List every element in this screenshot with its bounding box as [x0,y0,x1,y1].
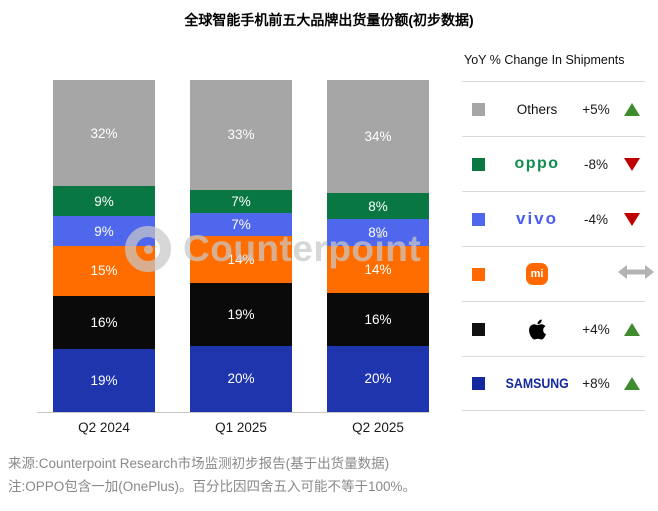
vivo-logo: vivo [515,209,559,228]
vivo-change: -4% [583,211,608,227]
samsung-change: +8% [582,376,610,391]
category-label: Q2 2024 [78,420,130,435]
legend-row-oppo: oppo -8% [462,136,645,191]
rounding-note: 注:OPPO包含一加(OnePlus)。百分比因四舍五入可能不等于100%。 [8,479,417,494]
segment-oppo: 8% [327,192,429,220]
others-label: Others [516,101,558,117]
vivo-swatch [472,212,485,226]
segment-value-label: 8% [368,198,388,214]
xiaomi-logo-icon: mi [526,263,548,285]
chart-area: 32% 9% 9% 15% 16% 19% 33% 7% 7% 14% 19% 20% 34% 8% 8% 1… [37,80,429,435]
samsung-logo: SAMSUNG [505,375,569,392]
segment-value-label: 15% [90,263,118,279]
segment-vivo: 7% [190,212,292,237]
oppo-logo: oppo [514,155,560,172]
oppo-direction-icon [623,157,640,171]
category-label: Q1 2025 [215,420,267,435]
segment-apple: 19% [190,282,292,346]
segment-vivo: 9% [53,216,155,247]
segment-value-label: 7% [231,216,251,232]
segment-value-label: 33% [227,127,255,143]
oppo-change: -8% [583,156,608,172]
segment-value-label: 20% [227,371,255,387]
legend-header: YoY % Change In Shipments [464,53,625,67]
apple-direction-icon [623,322,640,336]
segment-others: 34% [327,80,429,193]
segment-xiaomi: 15% [53,246,155,296]
segment-oppo: 7% [190,189,292,213]
segment-value-label: 32% [90,125,118,141]
segment-value-label: 19% [90,372,118,388]
segment-vivo: 8% [327,219,429,247]
legend-row-others: Others +5% [462,81,645,136]
legend-row-apple: +4% [462,301,645,356]
segment-others: 32% [53,80,155,187]
segment-xiaomi: 14% [190,236,292,283]
segment-apple: 16% [327,292,429,346]
segment-value-label: 34% [364,129,392,144]
legend-row-xiaomi: mi [462,246,654,301]
segment-samsung: 20% [327,345,429,412]
source-note: 来源:Counterpoint Research市场监测初步报告(基于出货量数据… [8,456,390,471]
chart-title: 全球智能手机前五大品牌出货量份额(初步数据) [184,12,474,28]
segment-value-label: 16% [90,314,118,330]
bar-q2-2024: 32% 9% 9% 15% 16% 19% [53,80,155,412]
xiaomi-direction-icon [618,264,654,284]
apple-swatch [472,322,485,336]
legend-panel: YoY % Change In Shipments Others +5% opp… [462,50,654,411]
xiaomi-swatch [472,267,485,281]
apple-logo-icon [528,318,546,340]
footer: 来源:Counterpoint Research市场监测初步报告(基于出货量数据… [8,452,416,498]
segment-samsung: 20% [190,345,292,412]
segment-value-label: 8% [368,225,388,241]
category-label: Q2 2025 [352,420,404,435]
bar-q1-2025: 33% 7% 7% 14% 19% 20% [190,80,292,412]
others-swatch [472,102,485,116]
segment-others: 33% [190,80,292,190]
segment-value-label: 19% [227,306,255,322]
segment-value-label: 9% [94,223,114,239]
flat-arrow-icon [618,264,654,279]
category-labels: Q2 2024 Q1 2025 Q2 2025 [37,420,429,435]
xiaomi-logo-text: mi [530,268,544,280]
bar-q2-2025: 34% 8% 8% 14% 16% 20% [327,80,429,412]
others-direction-icon [623,102,640,116]
segment-value-label: 14% [227,251,255,267]
oppo-swatch [472,157,485,171]
bars-container: 32% 9% 9% 15% 16% 19% 33% 7% 7% 14% 19% 20% 34% 8% 8% 1… [37,80,429,412]
x-axis-line [37,412,429,413]
segment-samsung: 19% [53,348,155,412]
segment-value-label: 14% [364,261,392,277]
segment-xiaomi: 14% [327,246,429,293]
segment-oppo: 9% [53,186,155,217]
others-change: +5% [582,101,610,117]
segment-value-label: 16% [364,311,392,327]
apple-change: +4% [582,321,610,337]
legend-row-samsung: SAMSUNG +8% [462,356,645,411]
segment-apple: 16% [53,295,155,349]
segment-value-label: 20% [364,371,392,387]
vivo-direction-icon [623,212,640,226]
samsung-direction-icon [623,377,640,390]
samsung-swatch [472,377,485,390]
segment-value-label: 7% [231,193,251,209]
legend-row-vivo: vivo -4% [462,191,645,246]
segment-value-label: 9% [94,193,114,209]
